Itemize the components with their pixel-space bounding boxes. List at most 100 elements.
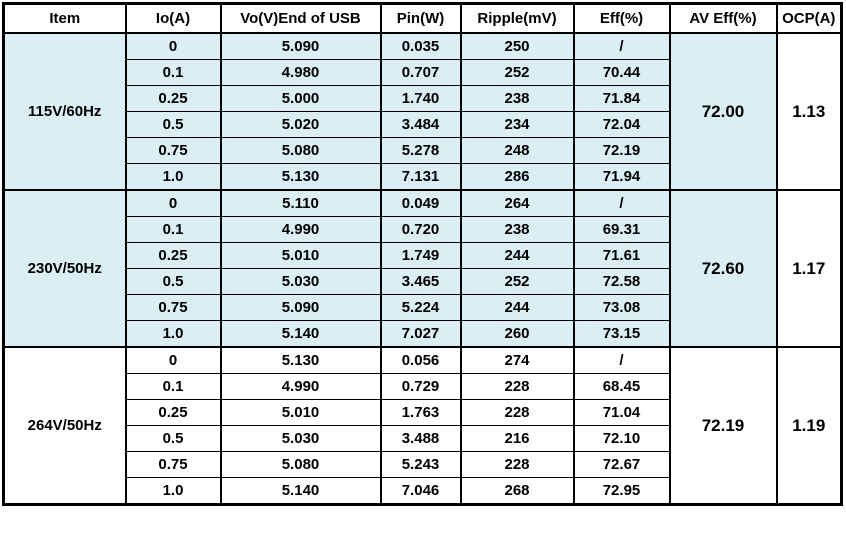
vo-cell: 5.080	[219, 137, 382, 164]
io-cell: 0.1	[124, 373, 222, 400]
eff-cell: 70.44	[572, 59, 671, 86]
pin-cell: 3.484	[379, 111, 462, 138]
table-row: 0.75 5.090 5.224 244 73.08	[4, 294, 842, 321]
ripple-cell: 252	[459, 268, 575, 295]
ripple-cell: 234	[459, 111, 575, 138]
pin-cell: 1.740	[379, 85, 462, 112]
ripple-cell: 238	[459, 216, 575, 243]
header-row: Item Io(A) Vo(V)End of USB Pin(W) Ripple…	[2, 2, 843, 34]
ocp-cell: 1.19	[775, 346, 843, 505]
pin-cell: 7.027	[379, 320, 462, 348]
table-row: 1.0 5.130 7.131 286 71.94	[4, 163, 842, 191]
ocp-cell: 1.13	[775, 32, 843, 191]
efficiency-table: Item Io(A) Vo(V)End of USB Pin(W) Ripple…	[2, 2, 843, 506]
eff-cell: 72.19	[572, 137, 671, 164]
eff-cell: 71.61	[572, 242, 671, 269]
eff-cell: 72.58	[572, 268, 671, 295]
av-eff-cell: 72.00	[668, 32, 778, 191]
column-header-ripple: Ripple(mV)	[459, 2, 575, 34]
pin-cell: 7.046	[379, 477, 462, 505]
pin-cell: 5.224	[379, 294, 462, 321]
eff-cell: 73.15	[572, 320, 671, 348]
eff-cell: 71.84	[572, 85, 671, 112]
eff-cell: /	[572, 189, 671, 217]
ripple-cell: 228	[459, 399, 575, 426]
table-row: 115V/60Hz 0 5.090 0.035 250/72.00 1.13	[2, 32, 843, 191]
ripple-cell: 274	[459, 346, 575, 374]
eff-cell: 72.10	[572, 425, 671, 452]
io-cell: 0.5	[124, 111, 222, 138]
table-row: 1.0 5.140 7.046 268 72.95	[4, 477, 842, 505]
column-header-vo: Vo(V)End of USB	[219, 2, 382, 34]
io-cell: 1.0	[124, 163, 222, 191]
eff-cell: 72.67	[572, 451, 671, 478]
io-cell: 0	[124, 189, 222, 217]
eff-cell: 68.45	[572, 373, 671, 400]
io-cell: 0.25	[124, 242, 222, 269]
eff-cell: 71.94	[572, 163, 671, 191]
column-header-aveff: AV Eff(%)	[668, 2, 778, 34]
item-cell: 230V/50Hz	[2, 189, 127, 348]
table-row: 0.5 5.030 3.465 252 72.58	[4, 268, 842, 295]
pin-cell: 3.488	[379, 425, 462, 452]
pin-cell: 0.729	[379, 373, 462, 400]
vo-cell: 5.000	[219, 85, 382, 112]
table-row: 0.5 5.030 3.488 216 72.10	[4, 425, 842, 452]
vo-cell: 4.990	[219, 373, 382, 400]
ripple-cell: 228	[459, 451, 575, 478]
table-row: 230V/50Hz 0 5.110 0.049 264/72.60 1.17	[2, 189, 843, 348]
pin-cell: 1.749	[379, 242, 462, 269]
vo-cell: 4.990	[219, 216, 382, 243]
ripple-cell: 252	[459, 59, 575, 86]
ripple-cell: 244	[459, 294, 575, 321]
av-eff-cell: 72.60	[668, 189, 778, 348]
io-cell: 1.0	[124, 477, 222, 505]
io-cell: 0.1	[124, 216, 222, 243]
eff-cell: /	[572, 346, 671, 374]
pin-cell: 5.278	[379, 137, 462, 164]
vo-cell: 5.020	[219, 111, 382, 138]
io-cell: 0.75	[124, 137, 222, 164]
ripple-cell: 216	[459, 425, 575, 452]
vo-cell: 5.030	[219, 268, 382, 295]
table-row: 0.75 5.080 5.278 248 72.19	[4, 137, 842, 164]
io-cell: 0	[124, 346, 222, 374]
table-row: 0.75 5.080 5.243 228 72.67	[4, 451, 842, 478]
pin-cell: 7.131	[379, 163, 462, 191]
ripple-cell: 244	[459, 242, 575, 269]
ripple-cell: 248	[459, 137, 575, 164]
vo-cell: 5.110	[219, 189, 382, 217]
eff-cell: 69.31	[572, 216, 671, 243]
vo-cell: 5.030	[219, 425, 382, 452]
pin-cell: 1.763	[379, 399, 462, 426]
table-row: 0.25 5.000 1.740 238 71.84	[4, 85, 842, 112]
table-row: 0.1 4.990 0.729 228 68.45	[4, 373, 842, 400]
ripple-cell: 228	[459, 373, 575, 400]
ripple-cell: 250	[459, 32, 575, 60]
vo-cell: 5.140	[219, 320, 382, 348]
pin-cell: 0.707	[379, 59, 462, 86]
item-cell: 115V/60Hz	[2, 32, 127, 191]
table-row: 0.1 4.990 0.720 238 69.31	[4, 216, 842, 243]
io-cell: 0.75	[124, 294, 222, 321]
io-cell: 0.5	[124, 268, 222, 295]
eff-cell: 72.95	[572, 477, 671, 505]
ripple-cell: 286	[459, 163, 575, 191]
vo-cell: 5.130	[219, 163, 382, 191]
vo-cell: 5.010	[219, 242, 382, 269]
eff-cell: 72.04	[572, 111, 671, 138]
column-header-pin: Pin(W)	[379, 2, 462, 34]
av-eff-cell: 72.19	[668, 346, 778, 505]
ripple-cell: 238	[459, 85, 575, 112]
eff-cell: 71.04	[572, 399, 671, 426]
eff-cell: /	[572, 32, 671, 60]
ripple-cell: 260	[459, 320, 575, 348]
table-row: 264V/50Hz 0 5.130 0.056 274/72.19 1.19	[2, 346, 843, 505]
vo-cell: 5.010	[219, 399, 382, 426]
table-row: 1.0 5.140 7.027 260 73.15	[4, 320, 842, 348]
page: Item Io(A) Vo(V)End of USB Pin(W) Ripple…	[2, 2, 843, 506]
column-header-eff: Eff(%)	[572, 2, 671, 34]
column-header-item: Item	[2, 2, 127, 34]
pin-cell: 0.049	[379, 189, 462, 217]
io-cell: 0.25	[124, 399, 222, 426]
